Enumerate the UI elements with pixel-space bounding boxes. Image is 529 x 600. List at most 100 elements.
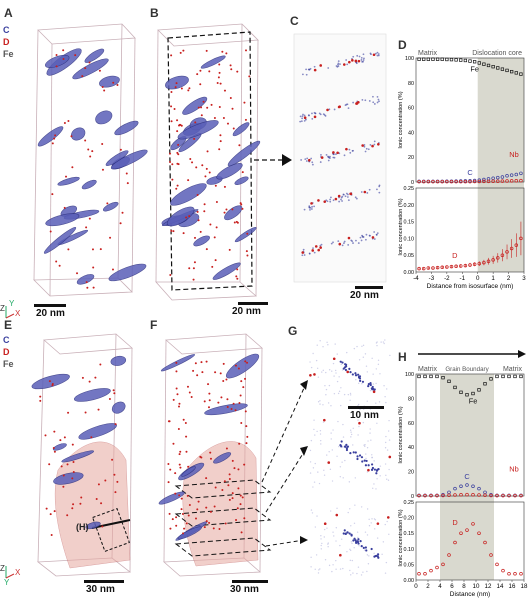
carbon-cluster (181, 466, 196, 477)
deuterium-atom (98, 69, 101, 72)
iron-atom (369, 389, 372, 392)
deuterium-atom (176, 184, 179, 187)
carbon-atom (369, 381, 372, 385)
carbon-atom (338, 200, 341, 203)
deuterium-atom (317, 248, 320, 252)
data-point-c (500, 175, 505, 179)
deuterium-atom (226, 405, 229, 408)
iron-atom (368, 555, 370, 557)
deuterium-atom (168, 420, 171, 423)
carbon-cluster (232, 122, 250, 137)
data-point-nb (417, 179, 421, 184)
carbon-atom (359, 379, 362, 382)
data-point-d (426, 266, 431, 270)
deuterium-atom (246, 361, 249, 364)
carbon-atom (335, 65, 338, 67)
iron-atom (332, 429, 334, 431)
deuterium-atom (63, 121, 66, 124)
carbon-atom (345, 103, 348, 106)
iron-atom (377, 363, 380, 366)
iron-atom (366, 570, 368, 573)
iron-atom (355, 378, 357, 381)
deuterium-atom (204, 175, 207, 178)
deuterium-atom (244, 360, 247, 363)
iron-atom (369, 428, 371, 430)
carbon-atom (344, 368, 348, 372)
panel-label-a: A (4, 6, 13, 20)
deuterium-atom (196, 73, 199, 76)
data-point-d (513, 572, 517, 576)
legend-fe-bottom: Fe (3, 359, 14, 369)
carbon-atom (301, 73, 304, 76)
deuterium-atom (196, 508, 199, 511)
deuterium-atom (231, 107, 234, 110)
carbon-atom (308, 68, 311, 71)
deuterium-atom (85, 226, 88, 229)
deuterium-atom (88, 61, 91, 64)
deuterium-atom (236, 70, 239, 73)
iron-atom (351, 559, 354, 562)
carbon-atom (345, 192, 348, 195)
deuterium-atom (188, 503, 191, 506)
iron-atom (329, 510, 332, 512)
deuterium-atom (53, 510, 56, 513)
carbon-atom (361, 60, 364, 63)
iron-atom (379, 373, 381, 375)
data-point-c (453, 486, 457, 491)
deuterium-atom (176, 393, 179, 396)
data-point-c (465, 483, 469, 487)
deuterium-atom (309, 373, 312, 377)
deuterium-atom (180, 497, 183, 500)
iron-atom (346, 351, 348, 354)
carbon-atom (376, 101, 379, 104)
iron-atom (366, 508, 369, 510)
iron-atom (337, 392, 340, 395)
deuterium-atom (203, 203, 206, 206)
carbon-atom (337, 65, 340, 68)
e-marker: (H) (76, 522, 89, 532)
deuterium-atom (44, 434, 47, 437)
carbon-atom (354, 539, 357, 542)
data-point-nb (449, 179, 454, 184)
data-point-fe (491, 65, 495, 69)
carbon-cluster (45, 213, 80, 227)
data-point-d (465, 528, 469, 532)
iron-atom (383, 385, 385, 387)
carbon-atom (369, 143, 372, 146)
data-point-fe (505, 68, 509, 73)
data-point-fe (417, 57, 421, 61)
carbon-atom (362, 59, 365, 61)
deuterium-atom (232, 127, 235, 130)
carbon-atom (343, 242, 345, 245)
carbon-atom (300, 120, 303, 123)
deuterium-atom (186, 494, 189, 497)
deuterium-atom (197, 106, 200, 109)
deuterium-atom (237, 367, 240, 370)
deuterium-atom (172, 398, 175, 401)
deuterium-atom (97, 483, 100, 486)
deuterium-atom (223, 185, 226, 188)
iron-atom (362, 344, 365, 347)
deuterium-atom (169, 527, 172, 530)
iron-atom (348, 481, 351, 483)
deuterium-atom (196, 194, 199, 197)
data-point-d (507, 572, 511, 576)
deuterium-atom (187, 89, 190, 92)
deuterium-atom (240, 380, 243, 383)
deuterium-atom (347, 236, 351, 240)
plot-frame-bottom (415, 187, 525, 273)
data-point-fe (468, 59, 472, 63)
series-label-nb: Nb (509, 150, 518, 159)
carbon-cluster (114, 120, 139, 136)
deuterium-atom (92, 266, 95, 269)
deuterium-atom (188, 215, 191, 218)
deuterium-atom (72, 471, 75, 474)
carbon-atom (341, 195, 344, 198)
iron-atom (354, 504, 356, 506)
iron-atom (357, 566, 360, 568)
carbon-cluster (166, 206, 195, 227)
deuterium-atom (357, 59, 361, 63)
carbon-atom (311, 112, 313, 115)
iron-atom (329, 468, 332, 471)
deuterium-atom (313, 115, 317, 119)
